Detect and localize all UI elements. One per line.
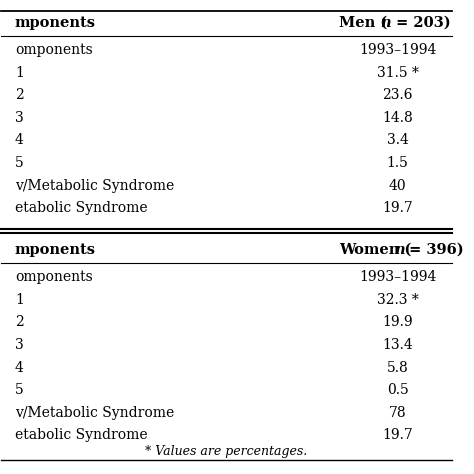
Text: 19.9: 19.9 bbox=[382, 315, 413, 329]
Text: 2: 2 bbox=[15, 88, 24, 102]
Text: n: n bbox=[394, 243, 405, 257]
Text: 1: 1 bbox=[15, 65, 24, 80]
Text: omponents: omponents bbox=[15, 43, 92, 57]
Text: v/Metabolic Syndrome: v/Metabolic Syndrome bbox=[15, 406, 174, 420]
Text: 1: 1 bbox=[15, 292, 24, 307]
Text: 1.5: 1.5 bbox=[387, 156, 409, 170]
Text: 3: 3 bbox=[15, 111, 24, 125]
Text: Women (: Women ( bbox=[339, 243, 411, 257]
Text: = 203): = 203) bbox=[391, 16, 450, 29]
Text: mponents: mponents bbox=[15, 16, 96, 29]
Text: etabolic Syndrome: etabolic Syndrome bbox=[15, 201, 147, 215]
Text: v/Metabolic Syndrome: v/Metabolic Syndrome bbox=[15, 179, 174, 192]
Text: omponents: omponents bbox=[15, 270, 92, 284]
Text: 1993–1994: 1993–1994 bbox=[359, 43, 436, 57]
Text: 40: 40 bbox=[389, 179, 406, 192]
Text: 3.4: 3.4 bbox=[387, 133, 409, 147]
Text: * Values are percentages.: * Values are percentages. bbox=[146, 445, 308, 458]
Text: n: n bbox=[381, 16, 391, 29]
Text: 4: 4 bbox=[15, 133, 24, 147]
Text: = 396): = 396) bbox=[404, 243, 464, 257]
Text: 13.4: 13.4 bbox=[382, 338, 413, 352]
Text: 1993–1994: 1993–1994 bbox=[359, 270, 436, 284]
Text: 5: 5 bbox=[15, 156, 24, 170]
Text: 5.8: 5.8 bbox=[387, 361, 409, 374]
Text: 2: 2 bbox=[15, 315, 24, 329]
Text: 19.7: 19.7 bbox=[382, 201, 413, 215]
Text: 5: 5 bbox=[15, 383, 24, 397]
Text: 14.8: 14.8 bbox=[382, 111, 413, 125]
Text: 78: 78 bbox=[389, 406, 406, 420]
Text: mponents: mponents bbox=[15, 243, 96, 257]
Text: 4: 4 bbox=[15, 361, 24, 374]
Text: 3: 3 bbox=[15, 338, 24, 352]
Text: 0.5: 0.5 bbox=[387, 383, 409, 397]
Text: etabolic Syndrome: etabolic Syndrome bbox=[15, 428, 147, 442]
Text: 31.5 *: 31.5 * bbox=[377, 65, 419, 80]
Text: 19.7: 19.7 bbox=[382, 428, 413, 442]
Text: Men (: Men ( bbox=[339, 16, 387, 29]
Text: 23.6: 23.6 bbox=[383, 88, 413, 102]
Text: 32.3 *: 32.3 * bbox=[377, 292, 419, 307]
